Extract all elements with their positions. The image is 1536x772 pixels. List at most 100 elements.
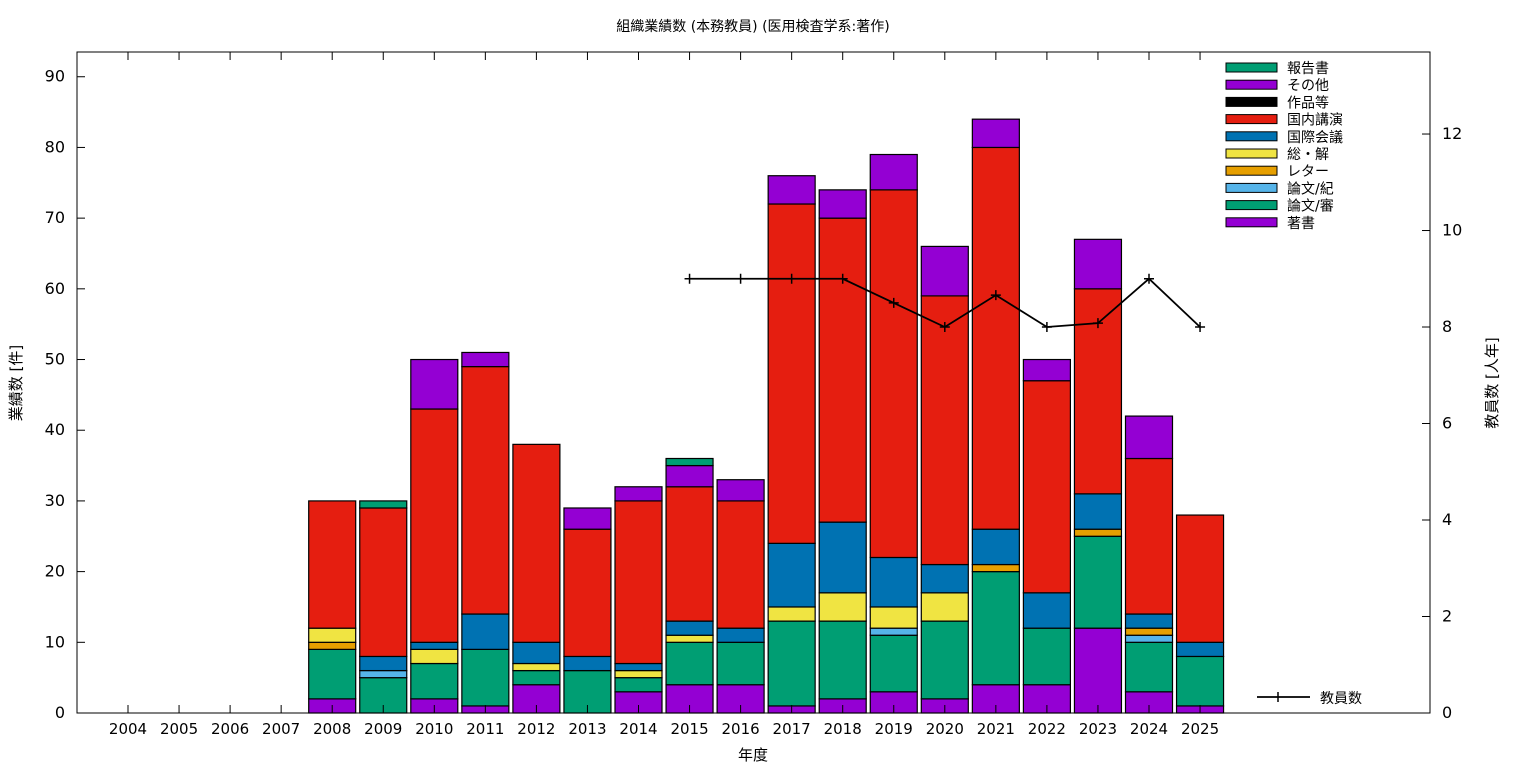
x-tick-label: 2008 [313, 720, 351, 738]
y-tick-label: 90 [45, 67, 65, 86]
x-tick-label: 2024 [1130, 720, 1168, 738]
line-point [1092, 318, 1103, 329]
y2-tick-label: 12 [1442, 124, 1462, 143]
bar-segment [512, 662, 561, 672]
bar-segment [920, 563, 969, 594]
x-tick-label: 2019 [875, 720, 913, 738]
x-tick-label: 2012 [517, 720, 555, 738]
bar-segment [665, 486, 714, 622]
line-point [684, 273, 695, 284]
y-tick-label: 40 [45, 420, 65, 439]
x-tick-label: 2023 [1079, 720, 1117, 738]
x-tick-label: 2006 [211, 720, 249, 738]
bar-segment [359, 507, 408, 658]
line-point [735, 273, 746, 284]
legend-label: 著書 [1287, 216, 1315, 232]
y-tick-label: 60 [45, 279, 65, 298]
bar-segment [818, 217, 867, 523]
y2-axis-label: 教員数 [人年] [1483, 337, 1501, 428]
bar-segment [1124, 634, 1174, 643]
bar-segment [461, 613, 510, 650]
bar-segment [308, 500, 357, 629]
bar-segment [1124, 415, 1174, 460]
bar-segment [359, 655, 408, 672]
bar-segment [410, 662, 459, 700]
bar-segment [869, 634, 918, 693]
legend-label: 報告書 [1287, 61, 1329, 77]
y-axis-label: 業績数 [件] [7, 345, 25, 421]
bar-segment [767, 620, 816, 707]
bar-segment [461, 365, 510, 615]
bar-segment [1022, 627, 1072, 686]
bar-segment [614, 486, 663, 502]
line-point [1041, 322, 1052, 333]
bar-segment [1124, 641, 1174, 693]
legend-label: その他 [1287, 78, 1329, 94]
x-tick-label: 2017 [773, 720, 811, 738]
x-axis-label: 年度 [738, 746, 768, 764]
bar-segment [359, 669, 408, 679]
bar-segment [410, 408, 459, 643]
bar-segment [971, 563, 1020, 573]
x-tick-label: 2016 [722, 720, 760, 738]
bar-segment [1124, 613, 1174, 629]
bar-segment [869, 153, 918, 191]
bar-segment [869, 556, 918, 608]
legend-label: 論文/審 [1287, 199, 1334, 215]
bar-segment [716, 500, 765, 629]
x-tick-label: 2021 [977, 720, 1015, 738]
x-tick-label: 2014 [619, 720, 657, 738]
legend-swatch [1225, 182, 1278, 193]
y-tick-label: 10 [45, 632, 65, 651]
y-tick-label: 0 [55, 703, 65, 722]
bar-segment [818, 592, 867, 622]
bar-segment [920, 620, 969, 700]
legend-swatch [1225, 217, 1278, 228]
legend-label: 総・解 [1287, 147, 1329, 163]
x-tick-label: 2007 [262, 720, 300, 738]
bar-segment [767, 203, 816, 544]
y-tick-label: 50 [45, 350, 65, 369]
y2-tick-label: 2 [1442, 607, 1452, 626]
bar-segment [308, 641, 357, 650]
line-point [837, 273, 848, 284]
bar-segment [1022, 380, 1072, 594]
bar-segment [1073, 627, 1123, 714]
legend-swatch [1225, 79, 1278, 90]
legend-label: 国内講演 [1287, 113, 1343, 129]
bar-segment [716, 641, 765, 686]
bar-segment [359, 500, 408, 509]
legend-line-label: 教員数 [1320, 691, 1362, 707]
y-tick-label: 30 [45, 491, 65, 510]
bar-segment [1175, 641, 1225, 658]
legend-swatch [1225, 62, 1278, 73]
x-tick-label: 2018 [824, 720, 862, 738]
legend-swatch [1225, 200, 1278, 211]
y2-tick-label: 10 [1442, 221, 1462, 240]
bar-segment [563, 507, 612, 530]
bar-segment [1073, 528, 1123, 537]
x-tick-label: 2005 [160, 720, 198, 738]
legend-label: 国際会議 [1287, 129, 1343, 146]
bar-segment [818, 620, 867, 700]
bar-segment [767, 606, 816, 622]
x-tick-label: 2020 [926, 720, 964, 738]
legend-swatch [1225, 131, 1278, 142]
bar-segment [665, 641, 714, 686]
bar-segment [308, 648, 357, 700]
bar-segment [614, 662, 663, 672]
legend-label: 論文/紀 [1287, 181, 1334, 197]
y-tick-label: 70 [45, 208, 65, 227]
y2-tick-label: 4 [1442, 510, 1452, 529]
legend-swatch [1225, 96, 1278, 107]
line-point [786, 273, 797, 284]
bar-segment [869, 627, 918, 636]
bar-segment [614, 677, 663, 693]
line-point [1195, 322, 1206, 333]
legend-swatch [1225, 165, 1278, 176]
bar-segment [971, 146, 1020, 530]
bar-segment [1124, 457, 1174, 615]
x-tick-label: 2022 [1028, 720, 1066, 738]
line-point [1144, 273, 1154, 284]
